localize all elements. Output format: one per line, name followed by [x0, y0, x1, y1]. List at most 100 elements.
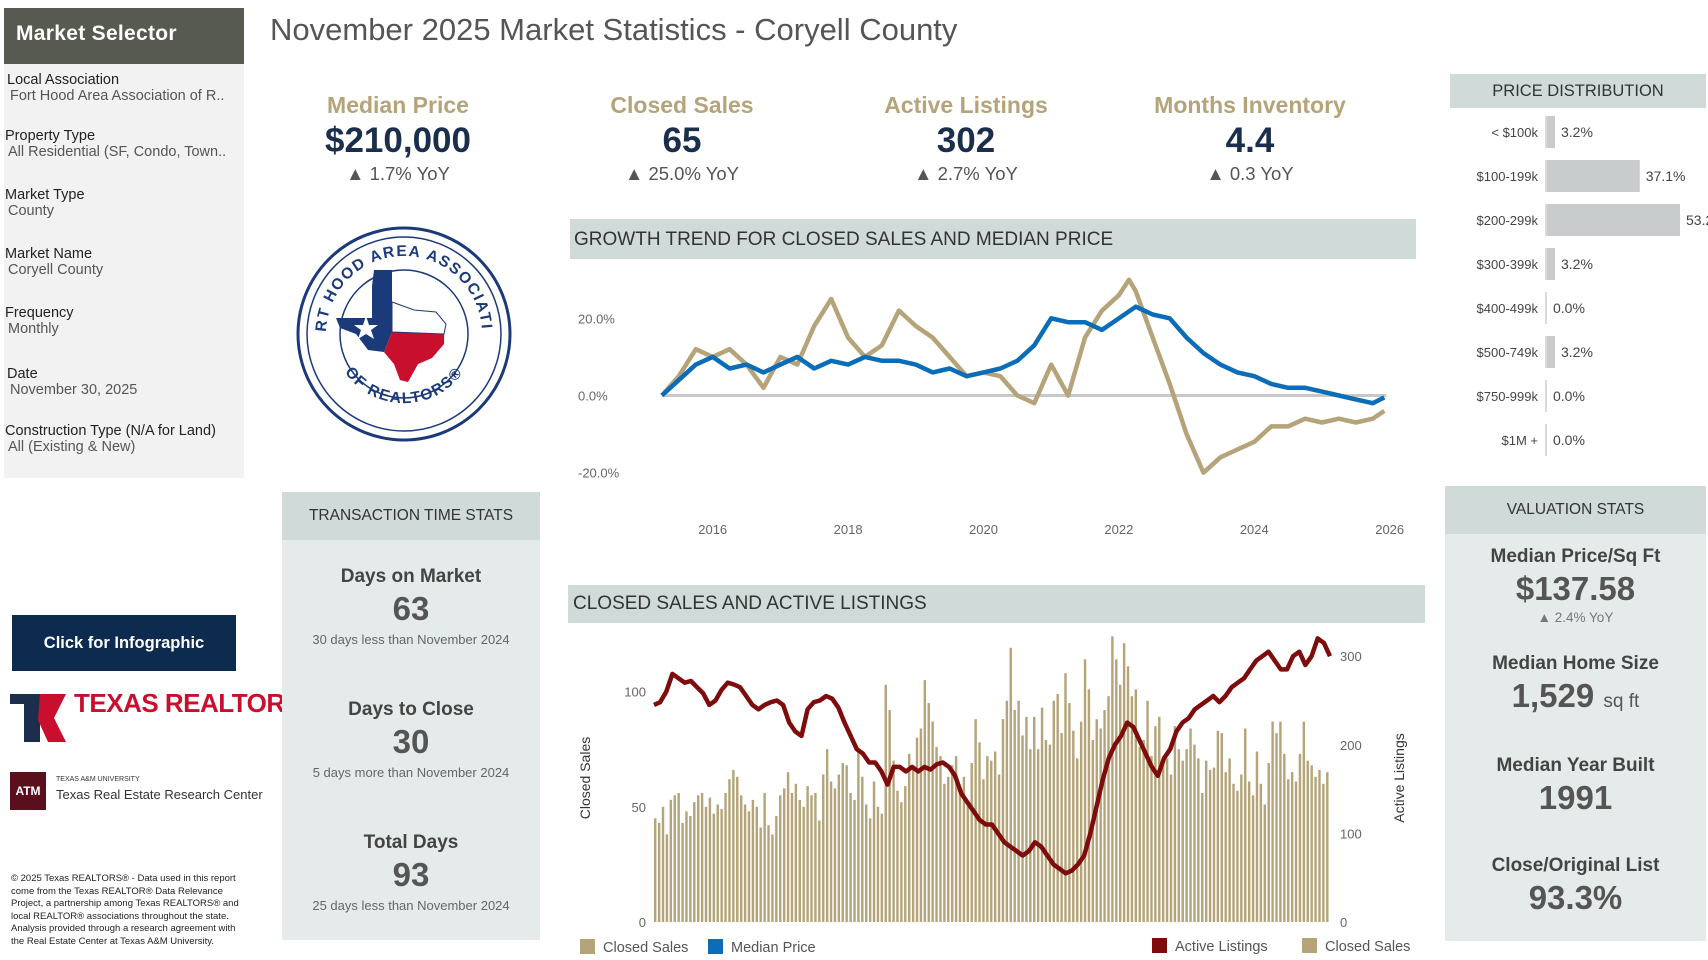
bar-closed-sales	[997, 774, 1001, 922]
bar-closed-sales	[1302, 721, 1306, 922]
bar-closed-sales	[1052, 700, 1055, 922]
valuation-stats-title: VALUATION STATS	[1445, 486, 1706, 534]
filter-property-type[interactable]: Property Type All Residential (SF, Condo…	[5, 128, 241, 160]
bar-closed-sales	[1294, 781, 1298, 922]
bar-closed-sales	[884, 684, 887, 922]
bar-closed-sales	[1165, 758, 1169, 922]
bar-closed-sales	[1118, 684, 1122, 922]
bar-closed-sales	[759, 827, 762, 922]
bar-closed-sales	[661, 806, 665, 922]
bar-closed-sales	[1048, 744, 1052, 922]
filter-market-type[interactable]: Market Type County	[5, 187, 241, 219]
price-bar	[1547, 160, 1640, 192]
bar-closed-sales	[1142, 740, 1145, 922]
filter-value: Monthly	[8, 321, 59, 337]
bar-closed-sales	[814, 793, 817, 922]
bar-closed-sales	[1076, 758, 1079, 922]
transaction-stats-panel	[282, 492, 540, 940]
bar-closed-sales	[986, 756, 989, 922]
bar-closed-sales	[1064, 673, 1067, 922]
bar-closed-sales	[1259, 783, 1263, 922]
series-line-median-price	[660, 304, 1386, 406]
x-tick-label: 2024	[1240, 522, 1269, 537]
bar-closed-sales	[876, 806, 880, 922]
kpi-label: Months Inventory	[1154, 92, 1346, 118]
bar-closed-sales	[1314, 776, 1317, 922]
kpi-label: Closed Sales	[610, 92, 754, 118]
bar-closed-sales	[822, 774, 825, 922]
price-category-label: $300-399k	[1477, 257, 1539, 272]
filter-local-association[interactable]: Local Association Fort Hood Area Associa…	[7, 72, 241, 104]
bar-closed-sales	[794, 783, 798, 922]
valuation-stats-panel	[1445, 486, 1706, 941]
texas-realtors-logo: TEXAS REALTORS	[10, 690, 302, 746]
price-category-label: < $100k	[1491, 125, 1538, 140]
bar-closed-sales	[892, 760, 895, 922]
bar-closed-sales	[767, 825, 770, 922]
valuation-value: $137.58	[1515, 570, 1636, 607]
filter-market-name[interactable]: Market Name Coryell County	[5, 246, 241, 278]
price-bar	[1547, 204, 1680, 236]
page-title: November 2025 Market Statistics - Coryel…	[270, 12, 958, 47]
bar-closed-sales	[1115, 659, 1118, 922]
y-left-tick-label: 100	[624, 685, 646, 700]
filter-construction-type[interactable]: Construction Type (N/A for Land) All (Ex…	[5, 423, 241, 455]
bar-closed-sales	[806, 786, 809, 922]
filter-label: Frequency	[5, 305, 74, 321]
y-left-axis-title: Closed Sales	[577, 737, 593, 820]
bar-closed-sales	[755, 806, 759, 922]
filter-label: Market Name	[5, 246, 93, 262]
bar-closed-sales	[1013, 710, 1016, 922]
legend-label: Active Listings	[1175, 939, 1268, 955]
association-seal-icon: FORT HOOD AREA ASSOCIATION OF REALTORS®	[289, 213, 512, 442]
price-value-label: 3.2%	[1561, 256, 1593, 272]
bar-closed-sales	[739, 795, 743, 922]
y-tick-label: 0.0%	[578, 389, 608, 404]
filter-label: Market Type	[5, 187, 85, 203]
price-value-label: 0.0%	[1553, 432, 1585, 448]
stat-value: 63	[392, 590, 430, 627]
bar-closed-sales	[1036, 749, 1040, 922]
price-category-label: $500-749k	[1477, 345, 1539, 360]
filter-date[interactable]: Date November 30, 2025	[7, 366, 241, 398]
filter-value: November 30, 2025	[10, 382, 138, 398]
bar-closed-sales	[1228, 758, 1231, 922]
y-right-tick-label: 300	[1340, 649, 1362, 664]
price-distribution-title: PRICE DISTRIBUTION	[1450, 74, 1706, 108]
bar-closed-sales	[880, 813, 884, 922]
legend-label: Closed Sales	[603, 940, 688, 956]
bar-closed-sales	[1111, 636, 1114, 922]
bar-closed-sales	[1216, 730, 1220, 922]
bar-closed-sales	[1056, 693, 1059, 922]
valuation-value: 1,529 sq ft	[1445, 677, 1706, 715]
bar-closed-sales	[654, 818, 657, 922]
price-category-label: $200-299k	[1477, 213, 1539, 228]
bar-closed-sales	[841, 763, 844, 922]
bar-closed-sales	[1005, 700, 1009, 922]
bar-closed-sales	[1287, 779, 1290, 922]
bar-closed-sales	[747, 811, 751, 922]
bar-closed-sales	[978, 742, 981, 922]
bar-closed-sales	[1001, 719, 1005, 922]
bar-closed-sales	[751, 799, 755, 922]
bar-closed-sales	[865, 804, 868, 922]
bar-closed-sales	[728, 779, 731, 922]
price-category-label: $1M +	[1502, 433, 1539, 448]
transaction-stats-title: TRANSACTION TIME STATS	[282, 492, 540, 540]
bar-closed-sales	[1298, 753, 1302, 922]
infographic-button[interactable]: Click for Infographic	[12, 615, 236, 671]
price-category-label: $750-999k	[1477, 389, 1539, 404]
stat-label: Days to Close	[348, 699, 474, 720]
stat-label: Total Days	[363, 832, 459, 853]
bar-closed-sales	[982, 779, 985, 922]
y-left-tick-label: 0	[639, 915, 646, 930]
filter-value: County	[8, 203, 54, 219]
bar-closed-sales	[696, 795, 700, 922]
bar-closed-sales	[1040, 707, 1044, 922]
price-value-label: 0.0%	[1553, 388, 1585, 404]
bar-closed-sales	[685, 811, 688, 922]
filter-frequency[interactable]: Frequency Monthly	[5, 305, 241, 337]
valuation-number: 1,529	[1511, 677, 1595, 714]
bar-closed-sales	[1267, 763, 1270, 922]
growth-trend-legend: Closed Sales Median Price	[580, 939, 816, 956]
